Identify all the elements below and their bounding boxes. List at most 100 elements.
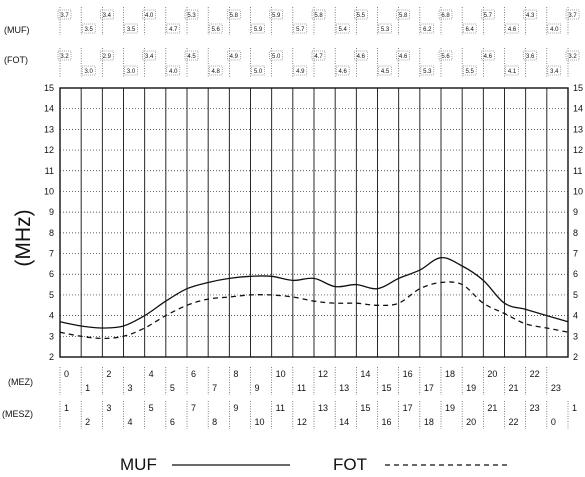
muf-value-24: 3.7 xyxy=(568,13,577,19)
y-tick-right-7: 9 xyxy=(573,207,578,217)
muf-value-4: 4.0 xyxy=(145,13,154,19)
y-tick-left-9: 11 xyxy=(45,166,54,176)
mesz-value-14: 15 xyxy=(360,403,370,413)
mesz-value-1: 2 xyxy=(85,417,90,427)
muf-value-8: 5.8 xyxy=(230,13,239,19)
fot-value-5: 4.0 xyxy=(169,69,178,75)
muf-box-14 xyxy=(354,9,368,20)
fot-value-11: 4.9 xyxy=(296,69,305,75)
fot-value-4: 3.4 xyxy=(145,54,154,60)
mez-value-14: 14 xyxy=(360,369,370,379)
mez-value-0: 0 xyxy=(64,369,69,379)
y-axis-left: 2 3 4 5 6 7 8 9 10 11 12 13 14 15 xyxy=(44,83,54,362)
fot-value-21: 4.1 xyxy=(508,69,517,75)
mesz-value-21: 22 xyxy=(509,417,519,427)
muf-box-21 xyxy=(505,23,519,34)
mesz-row-label: (MESZ) xyxy=(2,409,33,419)
muf-value-12: 5.8 xyxy=(314,13,323,19)
fot-row-label: (FOT) xyxy=(4,55,28,65)
fot-value-24: 3.2 xyxy=(568,54,577,60)
fot-box-3 xyxy=(124,65,138,76)
y-tick-left-6: 8 xyxy=(49,228,54,238)
muf-box-11 xyxy=(293,23,308,34)
fot-box-2 xyxy=(100,50,114,61)
fot-box-0 xyxy=(57,50,72,61)
fot-value-23: 3.4 xyxy=(550,69,559,75)
fot-value-7: 4.8 xyxy=(211,69,220,75)
y-tick-right-6: 8 xyxy=(573,228,578,238)
mez-value-4: 4 xyxy=(149,369,154,379)
fot-value-3: 3.0 xyxy=(127,69,136,75)
fot-box-5 xyxy=(166,65,181,76)
y-tick-left-0: 2 xyxy=(49,352,54,362)
mez-value-10: 10 xyxy=(276,369,286,379)
mesz-value-22: 23 xyxy=(530,403,540,413)
muf-value-20: 5.7 xyxy=(484,13,493,19)
fot-box-10 xyxy=(269,50,283,61)
fot-box-7 xyxy=(208,65,223,76)
y-tick-right-10: 12 xyxy=(573,145,583,155)
muf-value-17: 6.2 xyxy=(423,27,432,33)
mesz-value-9: 10 xyxy=(255,417,265,427)
mesz-value-3: 4 xyxy=(128,417,133,427)
muf-value-10: 5.9 xyxy=(272,13,281,19)
muf-box-20 xyxy=(481,9,495,20)
fot-value-8: 4.9 xyxy=(230,54,239,60)
y-tick-right-11: 13 xyxy=(573,124,583,134)
muf-value-7: 5.6 xyxy=(211,27,220,33)
fot-value-18: 5.6 xyxy=(441,54,450,60)
fot-value-6: 4.5 xyxy=(187,54,196,60)
fot-value-2: 2.9 xyxy=(103,54,112,60)
mesz-value-18: 19 xyxy=(445,403,455,413)
mesz-value-5: 6 xyxy=(170,417,175,427)
mez-value-8: 8 xyxy=(233,369,238,379)
mez-value-9: 9 xyxy=(255,383,260,393)
y-axis-right: 2 3 4 5 6 7 8 9 10 11 12 13 14 15 xyxy=(573,83,583,362)
muf-value-6: 5.3 xyxy=(187,13,196,19)
muf-box-7 xyxy=(208,23,223,34)
mez-value-15: 15 xyxy=(382,383,392,393)
mesz-value-0: 1 xyxy=(64,403,69,413)
fot-box-17 xyxy=(420,65,435,76)
mesz-value-6: 7 xyxy=(191,403,196,413)
y-tick-right-12: 14 xyxy=(573,104,583,114)
y-tick-right-4: 6 xyxy=(573,269,578,279)
fot-box-13 xyxy=(335,65,350,76)
fot-box-18 xyxy=(438,50,453,61)
muf-box-9 xyxy=(251,23,265,34)
fot-box-14 xyxy=(354,50,368,61)
fot-box-24 xyxy=(565,50,580,61)
muf-box-17 xyxy=(420,23,435,34)
muf-value-0: 3.7 xyxy=(60,13,69,19)
y-tick-right-8: 10 xyxy=(573,186,583,196)
mesz-value-10: 11 xyxy=(276,403,285,413)
mesz-value-4: 5 xyxy=(149,403,154,413)
y-tick-left-4: 6 xyxy=(49,269,54,279)
muf-value-18: 6.8 xyxy=(441,13,450,19)
fot-value-10: 5.0 xyxy=(272,54,281,60)
muf-box-18 xyxy=(438,9,453,20)
fot-box-15 xyxy=(378,65,392,76)
muf-value-16: 5.8 xyxy=(399,13,408,19)
header-value-boxes: 3.7 3.5 3.4 3.5 4.0 4.7 5.3 5.6 5.8 5.9 5.9 5.7 5.8 5… xyxy=(57,7,580,77)
mesz-value-12: 13 xyxy=(318,403,328,413)
y-axis-label: (MHz) xyxy=(12,209,35,266)
time-rows: (MEZ) (MESZ) xyxy=(2,377,33,419)
fot-value-19: 5.5 xyxy=(465,69,474,75)
fot-value-15: 4.5 xyxy=(381,69,390,75)
fot-value-13: 4.6 xyxy=(338,69,347,75)
muf-value-15: 5.3 xyxy=(381,27,390,33)
y-tick-left-1: 3 xyxy=(49,331,54,341)
y-tick-left-2: 4 xyxy=(49,311,54,321)
mesz-value-19: 20 xyxy=(466,417,476,427)
mesz-value-15: 16 xyxy=(382,417,392,427)
y-tick-left-12: 14 xyxy=(44,104,54,114)
y-tick-right-2: 4 xyxy=(573,311,578,321)
muf-box-24 xyxy=(565,9,580,20)
mez-value-7: 7 xyxy=(212,383,217,393)
muf-box-4 xyxy=(142,9,156,20)
y-tick-left-13: 15 xyxy=(44,83,54,93)
y-tick-right-3: 5 xyxy=(573,290,578,300)
muf-value-13: 5.4 xyxy=(338,27,347,33)
fot-value-17: 5.3 xyxy=(423,69,432,75)
